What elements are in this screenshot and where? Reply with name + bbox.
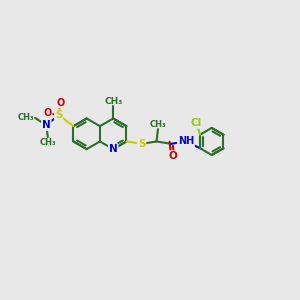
Text: CH₃: CH₃ bbox=[150, 119, 166, 128]
Text: S: S bbox=[138, 139, 146, 149]
Text: NH: NH bbox=[178, 136, 194, 146]
Text: CH₃: CH₃ bbox=[18, 113, 34, 122]
Text: CH₃: CH₃ bbox=[40, 138, 56, 147]
Text: O: O bbox=[44, 109, 52, 118]
Text: N: N bbox=[109, 144, 118, 154]
Text: Cl: Cl bbox=[191, 118, 202, 128]
Text: N: N bbox=[42, 120, 51, 130]
Text: S: S bbox=[55, 110, 62, 120]
Text: CH₃: CH₃ bbox=[104, 97, 122, 106]
Text: O: O bbox=[56, 98, 64, 108]
Text: O: O bbox=[168, 151, 177, 161]
